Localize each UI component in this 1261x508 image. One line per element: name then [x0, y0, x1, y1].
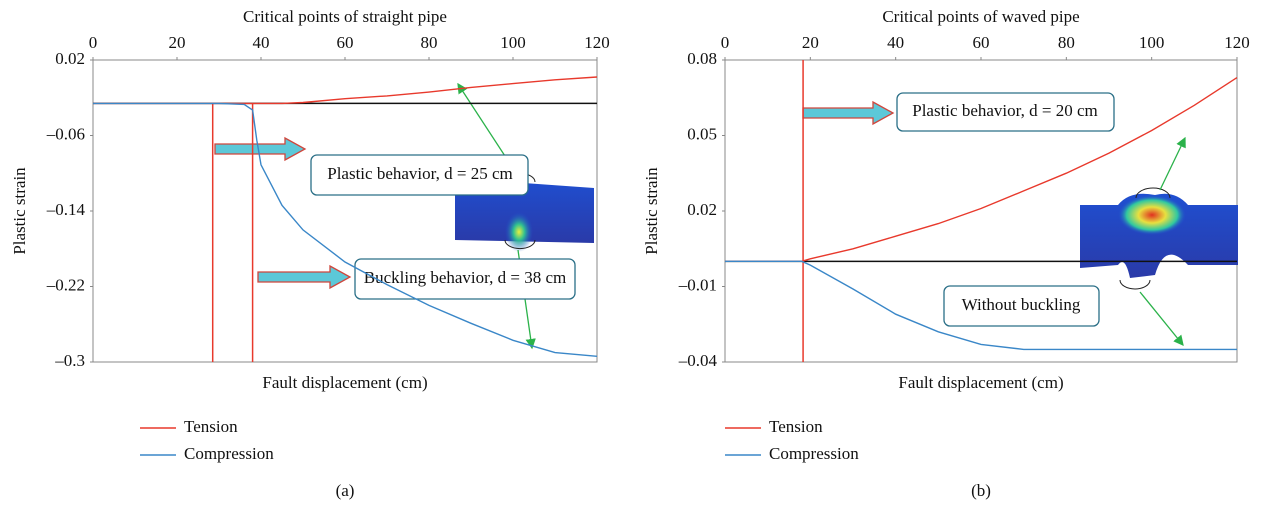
x-tick-label: 0 — [721, 33, 730, 52]
panel-label: (b) — [971, 481, 991, 500]
annotation: Plastic behavior, d = 20 cm — [912, 101, 1097, 120]
x2-axis-title: Critical points of straight pipe — [243, 7, 447, 26]
annotation: Plastic behavior, d = 25 cm — [327, 164, 512, 183]
legend-label: Tension — [769, 417, 823, 436]
x-tick-label: 40 — [253, 33, 270, 52]
x2-axis-title: Critical points of waved pipe — [882, 7, 1079, 26]
annotation: Without buckling — [962, 295, 1081, 314]
x-tick-label: 80 — [1058, 33, 1075, 52]
x-tick-label: 120 — [584, 33, 610, 52]
series-line — [93, 77, 597, 103]
legend-label: Tension — [184, 417, 238, 436]
annotation: Buckling behavior, d = 38 cm — [364, 268, 566, 287]
y-axis-title: Plastic strain — [10, 167, 29, 255]
x-tick-label: 20 — [802, 33, 819, 52]
y-tick-label: 0.02 — [55, 49, 85, 68]
x-tick-label: 0 — [89, 33, 98, 52]
x-tick-label: 60 — [337, 33, 354, 52]
panel-label: (a) — [336, 481, 355, 500]
y-axis-title: Plastic strain — [642, 167, 661, 255]
y-tick-label: –0.06 — [46, 124, 85, 143]
y-tick-label: 0.05 — [687, 124, 717, 143]
y-tick-label: –0.14 — [46, 200, 86, 219]
page: Plastic behavior, d = 25 cm Buckling beh… — [0, 0, 1261, 508]
x-tick-label: 20 — [169, 33, 186, 52]
legend-label: Compression — [184, 444, 274, 463]
figure: Plastic behavior, d = 25 cm Buckling beh… — [0, 0, 1261, 508]
x-tick-label: 100 — [500, 33, 526, 52]
y-tick-label: –0.22 — [46, 275, 85, 294]
x-tick-label: 80 — [421, 33, 438, 52]
legend-label: Compression — [769, 444, 859, 463]
y-tick-label: –0.3 — [54, 351, 85, 370]
x-tick-label: 40 — [887, 33, 904, 52]
y-tick-label: 0.02 — [687, 200, 717, 219]
x-axis-title: Fault displacement (cm) — [262, 373, 427, 392]
x-tick-label: 100 — [1139, 33, 1165, 52]
y-tick-label: –0.04 — [678, 351, 718, 370]
x-tick-label: 60 — [973, 33, 990, 52]
x-tick-label: 120 — [1224, 33, 1250, 52]
y-tick-label: 0.08 — [687, 49, 717, 68]
y-tick-label: –0.01 — [678, 275, 717, 294]
x-axis-title: Fault displacement (cm) — [898, 373, 1063, 392]
